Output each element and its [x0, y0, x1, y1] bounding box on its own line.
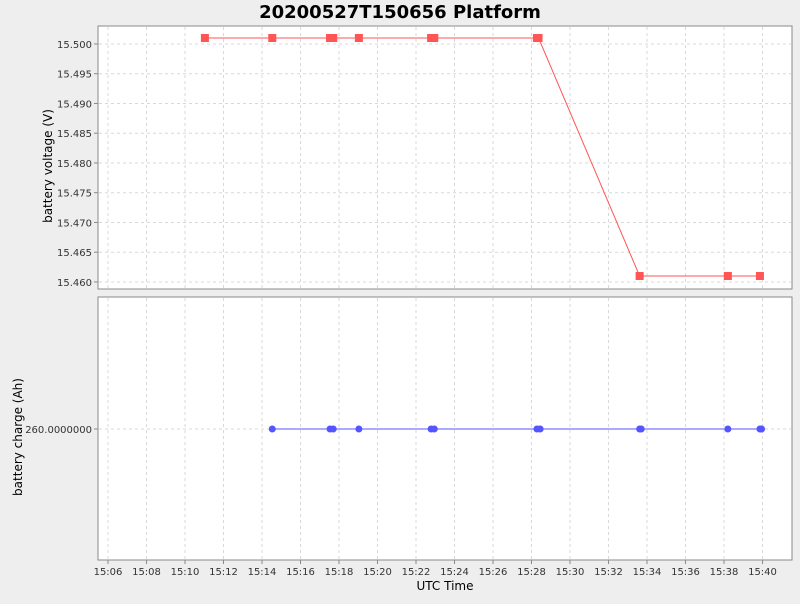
x-tick-label: 15:20	[363, 567, 392, 578]
voltage-data-point	[430, 34, 439, 42]
x-axis-label: UTC Time	[417, 579, 474, 593]
x-tick-label: 15:40	[748, 567, 777, 578]
x-tick-label: 15:36	[671, 567, 700, 578]
charge-data-point	[430, 425, 438, 433]
x-tick-label: 15:18	[325, 567, 354, 578]
y-tick-label: 260.0000000	[25, 425, 92, 436]
x-tick-label: 15:28	[517, 567, 546, 578]
y-tick-label: 15.490	[57, 99, 92, 110]
x-tick-label: 15:30	[556, 567, 585, 578]
x-tick-label: 15:22	[402, 567, 431, 578]
y-tick-label: 15.485	[57, 129, 92, 140]
voltage-data-point	[200, 34, 209, 42]
x-axis: 15:06 15:08 15:10 15:12 15:14 15:16 15:18 15:20…	[94, 559, 792, 578]
voltage-data-point	[635, 272, 644, 280]
charge-data-point	[536, 425, 544, 433]
charge-data-point	[637, 425, 645, 433]
voltage-data-point	[755, 272, 764, 280]
voltage-y-label: battery voltage (V)	[41, 109, 55, 223]
voltage-data-point	[534, 34, 543, 42]
x-tick-label: 15:26	[479, 567, 508, 578]
voltage-plot: 15.500 15.495 15.490 15.485 15.480 15.475 15.4…	[41, 25, 793, 290]
charge-data-point	[724, 425, 732, 433]
y-tick-label: 15.465	[57, 248, 92, 259]
x-tick-label: 15:12	[209, 567, 238, 578]
x-tick-label: 15:06	[94, 567, 123, 578]
charge-data-point	[758, 425, 766, 433]
x-tick-label: 15:14	[248, 567, 277, 578]
x-tick-label: 15:08	[132, 567, 161, 578]
chart-title: 20200527T150656 Platform	[259, 2, 541, 23]
x-tick-label: 15:32	[594, 567, 623, 578]
voltage-data-point	[268, 34, 277, 42]
x-tick-label: 15:16	[286, 567, 315, 578]
charge-plot: 260.0000000 battery charge (Ah)	[11, 296, 793, 561]
x-tick-label: 15:24	[440, 567, 469, 578]
y-tick-label: 15.500	[57, 40, 92, 51]
charge-data-point	[329, 425, 337, 433]
voltage-plot-area	[97, 25, 793, 290]
voltage-data-point	[723, 272, 732, 280]
charge-y-label: battery charge (Ah)	[11, 378, 25, 496]
y-tick-label: 15.480	[57, 159, 92, 170]
x-tick-label: 15:34	[633, 567, 662, 578]
voltage-data-point	[354, 34, 363, 42]
y-tick-label: 15.460	[57, 278, 92, 289]
voltage-data-point	[329, 34, 338, 42]
y-tick-label: 15.470	[57, 218, 92, 229]
y-tick-label: 15.475	[57, 189, 92, 200]
x-tick-label: 15:38	[710, 567, 739, 578]
charge-data-point	[268, 425, 276, 433]
y-tick-label: 15.495	[57, 70, 92, 81]
x-tick-label: 15:10	[171, 567, 200, 578]
charge-data-point	[355, 425, 363, 433]
